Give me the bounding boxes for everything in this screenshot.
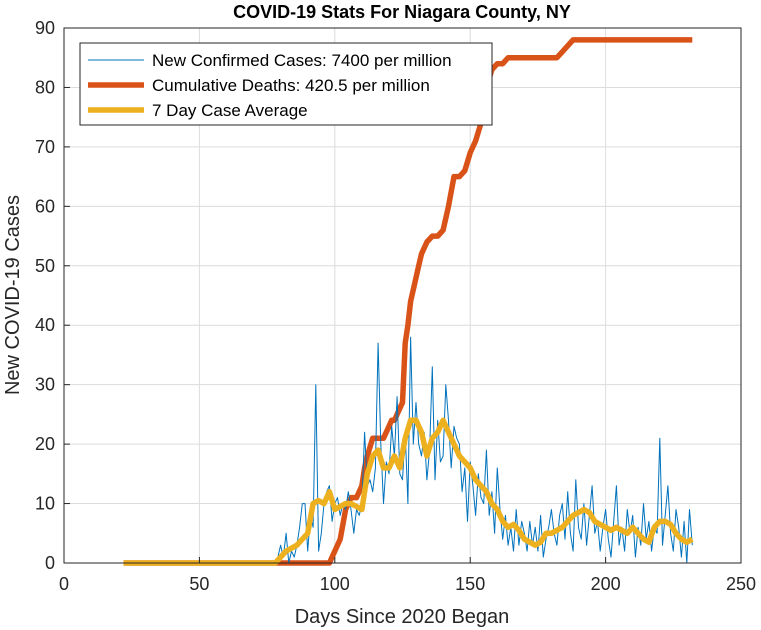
x-axis-label: Days Since 2020 Began (295, 606, 510, 628)
x-tick-label: 100 (320, 574, 350, 594)
x-tick-label: 50 (189, 574, 209, 594)
y-tick-label: 10 (35, 494, 55, 514)
chart-title: COVID-19 Stats For Niagara County, NY (233, 2, 571, 22)
x-tick-label: 250 (726, 574, 756, 594)
x-tick-label: 200 (591, 574, 621, 594)
x-tick-label: 0 (59, 574, 69, 594)
y-axis-label: New COVID-19 Cases (2, 195, 24, 395)
legend-entry: New Confirmed Cases: 7400 per million (152, 51, 452, 70)
y-tick-label: 40 (35, 315, 55, 335)
y-tick-label: 60 (35, 196, 55, 216)
y-tick-label: 0 (45, 553, 55, 573)
y-tick-label: 90 (35, 18, 55, 38)
y-tick-label: 80 (35, 77, 55, 97)
y-tick-label: 30 (35, 375, 55, 395)
legend-entry: Cumulative Deaths: 420.5 per million (152, 76, 430, 95)
y-tick-label: 50 (35, 256, 55, 276)
plot-border (63, 27, 742, 564)
axis-ticks: 0 50 100 150 200 250 0 10 20 30 40 50 60 70 80 90 (35, 18, 756, 594)
x-tick-label: 150 (455, 574, 485, 594)
legend-box (79, 42, 493, 126)
y-tick-label: 20 (35, 434, 55, 454)
y-tick-label: 70 (35, 137, 55, 157)
legend-entry: 7 Day Case Average (152, 101, 308, 120)
series-line-3 (123, 417, 694, 566)
series-line-1 (123, 336, 693, 564)
legend: New Confirmed Cases: 7400 per million Cum… (79, 42, 493, 126)
